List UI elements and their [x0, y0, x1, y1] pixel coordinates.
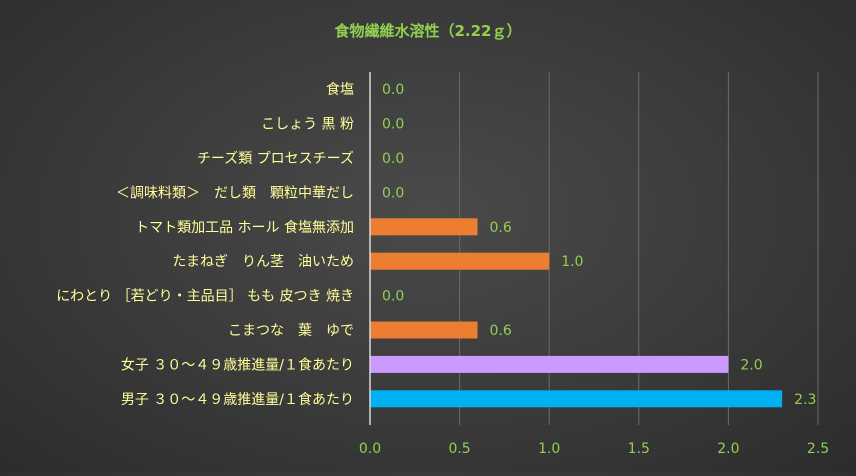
- x-tick-label: 0.5: [448, 441, 470, 457]
- bar: [370, 390, 783, 408]
- category-label: トマト類加工品 ホール 食塩無添加: [135, 219, 354, 236]
- data-label: 0.6: [490, 323, 512, 339]
- category-label: こしょう 黒 粉: [261, 117, 354, 133]
- category-label: こまつな 葉 ゆで: [228, 323, 354, 339]
- data-label: 0.0: [382, 289, 404, 305]
- x-tick-label: 1.5: [628, 441, 650, 457]
- data-label: 0.0: [382, 82, 404, 98]
- data-label: 2.0: [740, 357, 762, 373]
- x-tick-label: 1.0: [538, 441, 560, 457]
- data-label: 2.3: [794, 392, 816, 408]
- bar: [370, 252, 550, 270]
- category-label: チーズ類 プロセスチーズ: [197, 151, 354, 167]
- bar: [370, 321, 478, 339]
- data-label: 0.0: [382, 151, 404, 167]
- x-tick-label: 2.0: [717, 441, 739, 457]
- category-label: ＜調味料類＞ だし類 顆粒中華だし: [116, 185, 354, 201]
- bar: [370, 218, 478, 236]
- chart-title: 食物繊維水溶性（2.22ｇ）: [334, 22, 521, 41]
- category-label: にわとり ［若どり・主品目］ もも 皮つき 焼き: [56, 289, 354, 305]
- bar: [370, 355, 729, 373]
- data-label: 0.0: [382, 117, 404, 133]
- x-tick-label: 2.5: [807, 441, 829, 457]
- category-label: たまねぎ りん茎 油いため: [172, 254, 354, 270]
- data-label: 1.0: [561, 254, 583, 270]
- labels: 0.0 0.5 1.0 1.5 2.0 2.5 食塩 0.0 こしょう 黒 粉 0.0 チーズ類 プ…: [56, 81, 829, 457]
- data-label: 0.0: [382, 185, 404, 201]
- category-label: 男子 ３０～４９歳推進量/１食あたり: [121, 391, 354, 408]
- category-label: 食塩: [326, 81, 354, 98]
- bars: [370, 218, 783, 408]
- data-label: 0.6: [490, 220, 512, 236]
- category-label: 女子 ３０～４９歳推進量/１食あたり: [121, 356, 354, 373]
- x-tick-label: 0.0: [359, 441, 381, 457]
